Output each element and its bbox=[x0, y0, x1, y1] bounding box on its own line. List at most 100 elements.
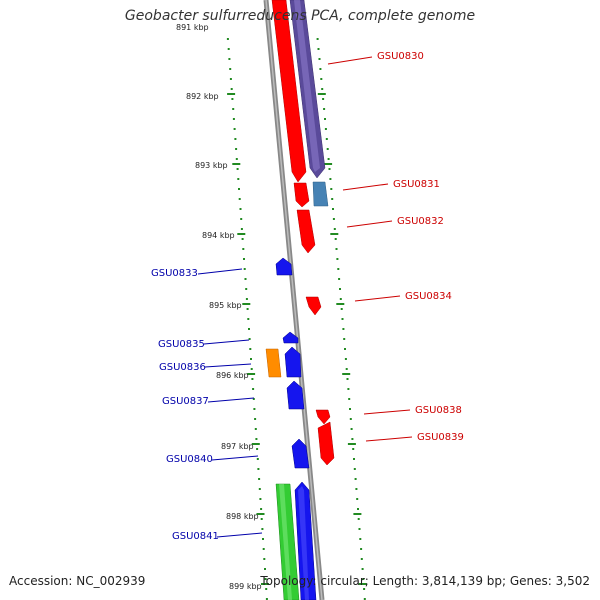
label-GSU0834[interactable]: GSU0834 bbox=[405, 291, 452, 302]
inner-ruler-tick bbox=[239, 208, 242, 210]
accession-text: Accession: NC_002939 bbox=[9, 574, 146, 588]
inner-ruler-major-tick bbox=[237, 233, 246, 235]
outer-ruler-major-tick bbox=[330, 233, 339, 235]
inner-ruler-tick bbox=[231, 98, 234, 100]
outer-ruler-tick bbox=[347, 388, 350, 390]
topology-text: Topology: circular; Length: 3,814,139 bp… bbox=[260, 574, 590, 588]
gene-GSU0832[interactable] bbox=[296, 209, 316, 254]
inner-ruler-tick bbox=[263, 558, 266, 560]
outer-ruler-tick bbox=[318, 58, 321, 60]
label-GSU0841[interactable]: GSU0841 bbox=[172, 531, 219, 542]
label-GSU0835[interactable]: GSU0835 bbox=[158, 339, 205, 350]
gene-GSU0837[interactable] bbox=[286, 380, 305, 410]
gene-feature-red-2[interactable] bbox=[293, 182, 310, 208]
label-GSU0833[interactable]: GSU0833 bbox=[151, 268, 198, 279]
inner-ruler-tick bbox=[264, 568, 266, 570]
gene-GSU0830-shade bbox=[294, 0, 320, 172]
outer-ruler-major-tick bbox=[347, 443, 356, 445]
gene-GSU0840[interactable] bbox=[291, 438, 310, 469]
inner-ruler-tick bbox=[253, 408, 256, 410]
outer-ruler-major-tick bbox=[358, 583, 367, 585]
label-GSU0839[interactable]: GSU0839 bbox=[417, 432, 464, 443]
inner-ruler-tick bbox=[265, 588, 268, 590]
label-GSU0836[interactable]: GSU0836 bbox=[159, 362, 206, 373]
label-GSU0838[interactable]: GSU0838 bbox=[415, 405, 462, 416]
reverse-genes bbox=[265, 257, 317, 600]
map-title: Geobacter sulfurreducens PCA, complete g… bbox=[124, 8, 476, 24]
gene-feature-blue-836b[interactable] bbox=[284, 346, 302, 378]
ruler-outer bbox=[316, 38, 367, 600]
outer-ruler-tick bbox=[363, 588, 366, 590]
outer-ruler-tick bbox=[362, 578, 365, 580]
label-GSU0831[interactable]: GSU0831 bbox=[393, 179, 440, 190]
label-GSU0837[interactable]: GSU0837 bbox=[162, 396, 209, 407]
outer-ruler-tick bbox=[323, 108, 326, 110]
outer-ruler-tick bbox=[330, 188, 333, 190]
inner-ruler-tick bbox=[256, 448, 259, 450]
inner-ruler-tick bbox=[245, 288, 248, 290]
inner-ruler-tick bbox=[248, 328, 250, 330]
inner-ruler-tick bbox=[249, 348, 252, 350]
inner-ruler-tick bbox=[260, 518, 263, 520]
gene-GSU0833[interactable] bbox=[275, 257, 293, 276]
inner-ruler-tick bbox=[252, 388, 255, 390]
ruler-label-895: 895 kbp bbox=[209, 301, 242, 310]
label-GSU0832[interactable]: GSU0832 bbox=[397, 216, 444, 227]
inner-ruler-tick bbox=[235, 148, 238, 150]
outer-ruler-major-tick bbox=[342, 373, 351, 375]
outer-ruler-major-tick bbox=[336, 303, 345, 305]
outer-ruler-tick bbox=[335, 248, 338, 250]
inner-ruler-tick bbox=[250, 358, 252, 360]
outer-ruler-tick bbox=[346, 378, 349, 380]
outer-ruler-tick bbox=[353, 468, 356, 470]
inner-ruler-tick bbox=[236, 168, 239, 170]
inner-ruler-tick bbox=[241, 238, 244, 240]
inner-ruler-tick bbox=[235, 158, 238, 160]
inner-ruler-tick bbox=[252, 398, 255, 400]
label-GSU0830[interactable]: GSU0830 bbox=[377, 51, 424, 62]
gene-GSU0835[interactable] bbox=[282, 331, 299, 344]
inner-ruler-tick bbox=[257, 468, 260, 470]
outer-ruler-tick bbox=[332, 208, 334, 210]
gene-GSU0838[interactable] bbox=[315, 409, 331, 425]
ruler-labels: 891 kbp 892 kbp 893 kbp 894 kbp 895 kbp … bbox=[176, 23, 262, 591]
outer-ruler-tick bbox=[337, 268, 340, 270]
gene-labels: GSU0830 GSU0831 GSU0832 GSU0834 GSU0838 … bbox=[151, 51, 464, 542]
outer-ruler-tick bbox=[321, 88, 324, 90]
inner-ruler-tick bbox=[240, 228, 243, 230]
inner-ruler-tick bbox=[246, 308, 249, 310]
inner-ruler-tick bbox=[251, 378, 254, 380]
outer-ruler-tick bbox=[340, 308, 343, 310]
label-GSU0840[interactable]: GSU0840 bbox=[166, 454, 213, 465]
gene-feature-red-long[interactable] bbox=[271, 0, 307, 183]
gene-GSU0834[interactable] bbox=[305, 296, 322, 316]
outer-ruler-tick bbox=[322, 98, 325, 100]
outer-ruler-tick bbox=[341, 318, 344, 320]
inner-ruler-major-tick bbox=[247, 373, 256, 375]
inner-ruler-tick bbox=[254, 418, 257, 420]
gene-feature-blue-long-shade bbox=[298, 486, 309, 600]
gene-GSU0839[interactable] bbox=[317, 421, 335, 466]
inner-ruler-tick bbox=[232, 118, 235, 120]
outer-ruler-tick bbox=[356, 498, 359, 500]
inner-ruler-tick bbox=[262, 538, 264, 540]
inner-ruler-tick bbox=[247, 318, 250, 320]
gene-GSU0836[interactable] bbox=[265, 348, 282, 378]
inner-ruler-major-tick bbox=[256, 513, 265, 515]
outer-ruler-tick bbox=[339, 298, 342, 300]
outer-ruler-tick bbox=[342, 328, 345, 330]
ruler-label-898: 898 kbp bbox=[226, 512, 259, 521]
outer-ruler-tick bbox=[332, 218, 335, 220]
inner-ruler-tick bbox=[259, 498, 262, 500]
outer-ruler-tick bbox=[360, 558, 363, 560]
forward-label-lines bbox=[327, 56, 413, 442]
gene-GSU0831[interactable] bbox=[312, 181, 329, 207]
outer-ruler-major-tick bbox=[324, 163, 333, 165]
ruler-inner bbox=[226, 38, 269, 600]
inner-ruler-tick bbox=[229, 78, 232, 80]
reverse-label-lines bbox=[197, 268, 263, 538]
inner-ruler-tick bbox=[243, 268, 246, 270]
outer-ruler-tick bbox=[336, 258, 339, 260]
outer-ruler-tick bbox=[352, 448, 355, 450]
outer-ruler-tick bbox=[325, 138, 328, 140]
